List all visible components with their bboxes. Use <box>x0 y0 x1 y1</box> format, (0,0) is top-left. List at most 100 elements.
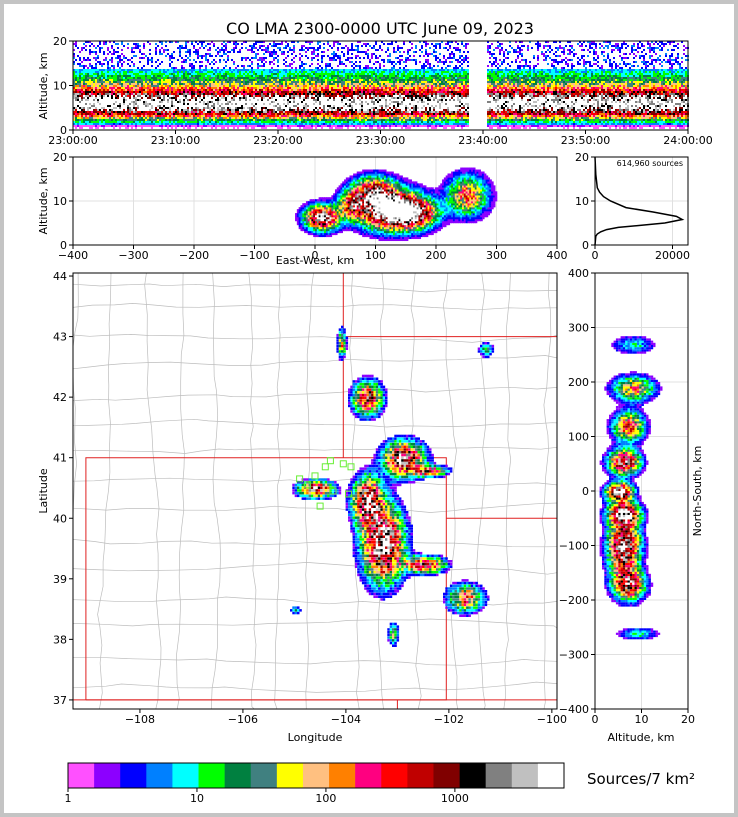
time-altitude-cell <box>293 111 295 113</box>
time-altitude-cell <box>293 49 295 51</box>
time-altitude-cell <box>249 89 251 91</box>
time-altitude-cell <box>125 117 127 119</box>
time-altitude-cell <box>245 101 247 103</box>
time-altitude-cell <box>247 77 249 79</box>
time-altitude-cell <box>335 85 337 87</box>
time-altitude-cell <box>205 71 207 73</box>
time-altitude-cell <box>291 125 293 127</box>
time-altitude-cell <box>327 111 329 113</box>
time-altitude-cell <box>151 119 153 121</box>
time-altitude-cell <box>353 87 355 89</box>
time-altitude-cell <box>119 83 121 85</box>
time-altitude-cell <box>91 89 93 91</box>
time-altitude-cell <box>263 63 265 65</box>
time-altitude-cell <box>335 79 337 81</box>
time-altitude-cell <box>123 57 125 59</box>
time-altitude-cell <box>323 107 325 109</box>
time-altitude-cell <box>271 117 273 119</box>
time-altitude-cell <box>151 117 153 119</box>
time-altitude-cell <box>275 87 277 89</box>
time-altitude-cell <box>161 97 163 99</box>
time-altitude-cell <box>191 73 193 75</box>
time-altitude-cell <box>179 87 181 89</box>
time-altitude-cell <box>89 85 91 87</box>
time-altitude-cell <box>179 101 181 103</box>
time-altitude-cell <box>77 93 79 95</box>
time-altitude-cell <box>211 95 213 97</box>
time-altitude-cell <box>251 95 253 97</box>
time-altitude-cell <box>355 73 357 75</box>
time-altitude-cell <box>201 73 203 75</box>
time-altitude-cell <box>105 77 107 79</box>
time-altitude-cell <box>195 103 197 105</box>
time-altitude-cell <box>131 81 133 83</box>
time-altitude-cell <box>255 103 257 105</box>
time-altitude-cell <box>211 123 213 125</box>
time-altitude-cell <box>255 97 257 99</box>
time-altitude-cell <box>183 75 185 77</box>
time-altitude-cell <box>195 75 197 77</box>
time-altitude-cell <box>185 45 187 47</box>
time-altitude-cell <box>187 49 189 51</box>
time-altitude-cell <box>269 73 271 75</box>
time-altitude-cell <box>325 63 327 65</box>
time-altitude-cell <box>151 127 153 129</box>
time-altitude-cell <box>93 109 95 111</box>
time-altitude-cell <box>95 127 97 129</box>
time-altitude-cell <box>117 47 119 49</box>
time-altitude-cell <box>309 105 311 107</box>
time-altitude-cell <box>105 105 107 107</box>
time-altitude-cell <box>319 109 321 111</box>
time-altitude-cell <box>185 47 187 49</box>
time-altitude-cell <box>259 97 261 99</box>
time-altitude-cell <box>119 119 121 121</box>
time-altitude-cell <box>291 81 293 83</box>
time-altitude-cell <box>265 81 267 83</box>
time-altitude-cell <box>77 107 79 109</box>
time-altitude-cell <box>217 103 219 105</box>
time-altitude-cell <box>77 91 79 93</box>
time-altitude-cell <box>219 85 221 87</box>
time-altitude-cell <box>237 113 239 115</box>
time-altitude-cell <box>131 51 133 53</box>
time-altitude-cell <box>265 115 267 117</box>
time-altitude-cell <box>191 77 193 79</box>
time-altitude-cell <box>115 113 117 115</box>
time-altitude-cell <box>145 83 147 85</box>
time-altitude-cell <box>349 79 351 81</box>
time-altitude-cell <box>223 127 225 129</box>
time-altitude-cell <box>189 55 191 57</box>
time-altitude-cell <box>327 69 329 71</box>
time-altitude-cell <box>117 73 119 75</box>
time-altitude-cell <box>331 75 333 77</box>
time-altitude-cell <box>283 85 285 87</box>
time-altitude-cell <box>195 119 197 121</box>
time-altitude-cell <box>93 79 95 81</box>
time-altitude-cell <box>279 95 281 97</box>
time-altitude-cell <box>215 107 217 109</box>
time-altitude-cell <box>209 83 211 85</box>
time-altitude-cell <box>253 97 255 99</box>
time-altitude-cell <box>211 55 213 57</box>
time-altitude-cell <box>185 73 187 75</box>
time-altitude-cell <box>343 99 345 101</box>
time-altitude-cell <box>73 103 75 105</box>
time-altitude-cell <box>263 41 265 43</box>
time-altitude-cell <box>321 59 323 61</box>
time-altitude-cell <box>225 115 227 117</box>
time-altitude-cell <box>83 111 85 113</box>
time-altitude-cell <box>205 81 207 83</box>
time-altitude-cell <box>111 107 113 109</box>
time-altitude-cell <box>131 107 133 109</box>
time-altitude-cell <box>127 105 129 107</box>
time-altitude-cell <box>77 125 79 127</box>
time-altitude-cell <box>325 81 327 83</box>
time-altitude-cell <box>279 99 281 101</box>
time-altitude-cell <box>175 95 177 97</box>
time-altitude-cell <box>285 99 287 101</box>
time-altitude-cell <box>79 123 81 125</box>
time-altitude-cell <box>237 81 239 83</box>
time-altitude-cell <box>287 69 289 71</box>
time-altitude-cell <box>179 85 181 87</box>
time-altitude-cell <box>299 75 301 77</box>
